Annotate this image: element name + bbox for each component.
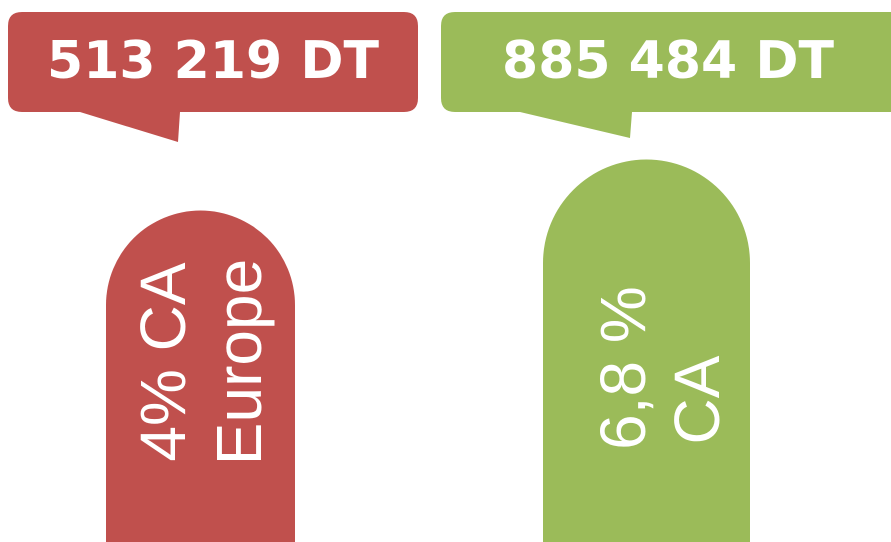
callout-1: 513 219 DT: [8, 12, 418, 142]
bar-1-label: 4% CA Europe: [127, 259, 275, 465]
bar-1: [106, 210, 295, 542]
bar-2: [543, 159, 750, 542]
callout-2: 885 484 DT: [441, 12, 891, 138]
callout-shape: [441, 12, 891, 138]
callout-shape: [8, 12, 418, 142]
amount: 885 484 DT: [502, 31, 834, 91]
label-line: 4% CA: [127, 262, 199, 462]
label-line: CA: [661, 355, 733, 444]
bar-2-label: 6,8 % CA: [587, 286, 733, 450]
label-line: 6,8 %: [587, 286, 659, 450]
amount: 513 219 DT: [47, 31, 379, 91]
label-line: Europe: [203, 259, 275, 465]
